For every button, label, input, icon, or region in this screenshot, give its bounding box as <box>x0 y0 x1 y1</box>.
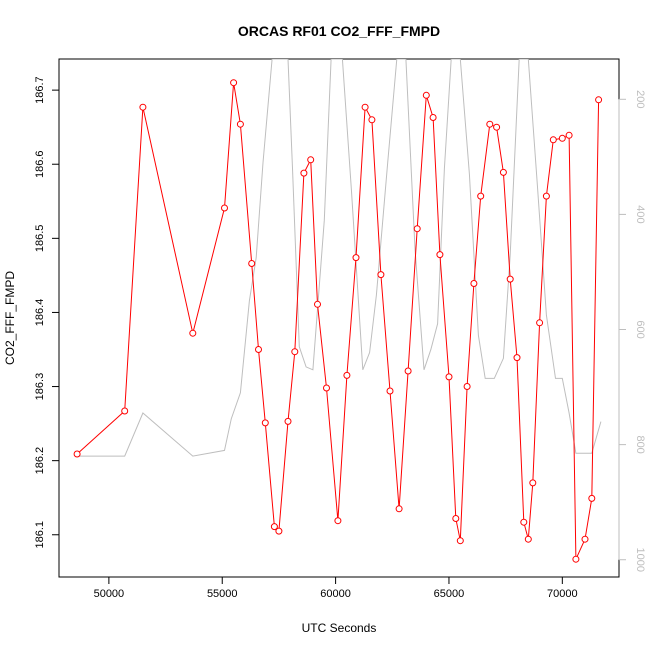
data-point <box>436 251 444 259</box>
data-point <box>463 383 471 390</box>
data-point <box>452 515 460 522</box>
data-point <box>536 319 544 327</box>
data-point <box>588 494 596 502</box>
data-point <box>270 523 278 531</box>
data-point <box>513 354 521 362</box>
data-point <box>314 300 321 308</box>
data-point <box>477 192 485 200</box>
y2-tick-label: 1000 <box>634 547 646 571</box>
y-axis-label: CO2_FFF_FMPD <box>3 271 17 365</box>
data-point <box>529 479 537 487</box>
data-point <box>499 168 507 176</box>
x-tick-label: 50000 <box>94 588 125 600</box>
y-tick-label: 186.6 <box>34 150 46 178</box>
data-point <box>520 518 528 526</box>
data-point <box>549 136 557 144</box>
data-point <box>377 271 385 279</box>
data-point <box>307 156 315 164</box>
y-tick-label: 186.4 <box>34 299 46 327</box>
chart-title: ORCAS RF01 CO2_FFF_FMPD <box>238 23 440 39</box>
data-point <box>121 407 129 415</box>
data-point <box>542 192 550 200</box>
data-point <box>422 91 430 99</box>
data-point <box>189 329 197 337</box>
data-point <box>429 114 437 121</box>
data-point <box>368 116 376 124</box>
data-point <box>291 348 299 356</box>
data-point <box>470 280 478 287</box>
data-point <box>139 103 147 111</box>
data-point <box>413 225 421 233</box>
data-point <box>493 123 501 131</box>
data-point <box>284 417 292 425</box>
data-point <box>352 254 360 262</box>
data-point <box>73 450 81 458</box>
data-point <box>456 537 464 545</box>
data-point <box>524 535 532 543</box>
series-line-secondary <box>77 59 602 457</box>
data-point <box>221 204 228 212</box>
data-point <box>386 387 394 395</box>
series-line-primary <box>76 82 600 560</box>
y-tick-label: 186.2 <box>34 447 46 475</box>
data-point <box>261 419 269 427</box>
data-point <box>361 103 369 111</box>
data-point <box>565 131 573 139</box>
y2-tick-label: 800 <box>634 435 646 453</box>
y-tick-label: 186.1 <box>34 521 46 549</box>
y-tick-label: 186.3 <box>34 373 46 401</box>
data-point <box>248 260 256 267</box>
data-point <box>581 535 589 543</box>
data-point <box>595 96 603 104</box>
y2-tick-label: 200 <box>634 90 646 108</box>
y2-tick-label: 600 <box>634 320 646 338</box>
y2-tick-label: 400 <box>634 205 646 223</box>
data-point <box>230 79 238 87</box>
data-point <box>300 169 308 177</box>
data-point <box>255 346 262 353</box>
data-point <box>343 371 351 379</box>
x-tick-label: 55000 <box>207 588 238 600</box>
data-point <box>486 120 494 128</box>
x-tick-label: 60000 <box>320 588 351 600</box>
x-tick-label: 70000 <box>547 588 578 600</box>
data-point <box>506 275 514 283</box>
data-point <box>275 527 283 535</box>
data-point <box>236 120 244 128</box>
y-tick-label: 186.7 <box>34 76 46 104</box>
y-tick-label: 186.5 <box>34 225 46 253</box>
x-tick-label: 65000 <box>434 588 465 600</box>
data-point <box>334 517 342 525</box>
x-axis-label: UTC Seconds <box>302 621 377 635</box>
data-point <box>445 373 453 381</box>
data-point <box>572 555 580 563</box>
data-point <box>404 367 412 375</box>
data-point <box>395 505 403 513</box>
data-point <box>323 384 330 392</box>
data-point <box>558 134 566 142</box>
